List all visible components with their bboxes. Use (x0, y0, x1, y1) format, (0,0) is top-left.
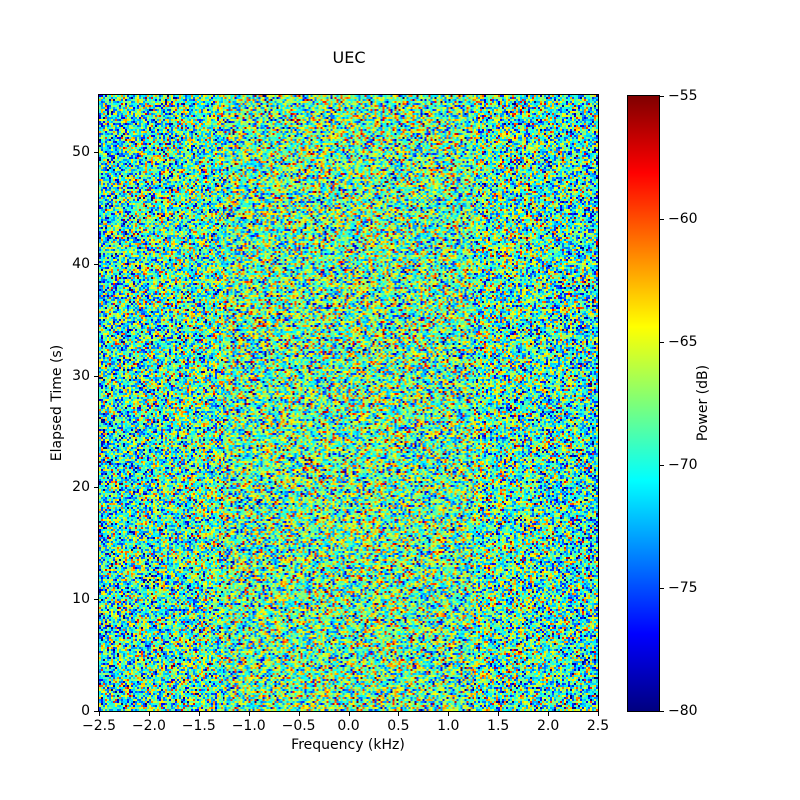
x-tick-label: −0.5 (281, 718, 316, 734)
colorbar-tick-label: −80 (668, 703, 698, 719)
x-tick-label: 1.5 (487, 718, 510, 734)
colorbar-label: Power (dB) (695, 364, 711, 442)
y-tick-label: 20 (72, 479, 90, 496)
colorbar-tick-label: −70 (668, 457, 698, 473)
colorbar-tick-mark (660, 96, 664, 97)
colorbar-tick-mark (660, 342, 664, 343)
x-tick-label: −1.0 (231, 718, 266, 734)
y-tick-mark (94, 487, 98, 489)
colorbar-tick-label: −65 (668, 334, 698, 350)
colorbar-tick-label: −60 (668, 211, 698, 227)
x-tick-mark (148, 712, 150, 716)
plot-area (98, 94, 599, 712)
y-tick-mark (94, 711, 98, 712)
colorbar-tick-label: −75 (668, 580, 698, 596)
x-tick-label: 1.0 (437, 718, 460, 734)
x-tick-label: 2.5 (586, 718, 610, 734)
x-tick-mark (248, 712, 250, 716)
y-tick-mark (94, 375, 98, 377)
x-tick-label: −2.0 (131, 718, 166, 734)
x-tick-label: 2.0 (536, 718, 560, 734)
y-tick-label: 10 (72, 591, 90, 608)
x-tick-label: −2.5 (82, 718, 116, 734)
x-tick-label: 0.5 (387, 718, 410, 734)
colorbar-tick-mark (660, 219, 664, 220)
colorbar (627, 95, 660, 712)
y-tick-mark (94, 599, 98, 601)
y-tick-mark (94, 263, 98, 265)
colorbar-tick-mark (660, 465, 664, 466)
x-tick-mark (348, 712, 350, 716)
x-tick-mark (99, 712, 100, 716)
colorbar-tick-mark (660, 588, 664, 589)
x-tick-label: 0.0 (337, 718, 360, 734)
y-tick-label: 40 (72, 255, 90, 272)
y-axis-label: Elapsed Time (s) (49, 344, 65, 462)
colorbar-tick-label: −55 (668, 88, 698, 104)
y-tick-label: 0 (81, 703, 90, 719)
x-tick-label: −1.5 (181, 718, 216, 734)
x-tick-mark (598, 712, 599, 716)
x-tick-mark (498, 712, 500, 716)
x-tick-mark (548, 712, 550, 716)
y-tick-label: 30 (72, 367, 90, 384)
y-tick-mark (94, 152, 98, 154)
spectrogram-canvas (99, 95, 598, 711)
x-tick-mark (448, 712, 450, 716)
x-tick-mark (198, 712, 200, 716)
x-tick-mark (298, 712, 300, 716)
y-tick-label: 50 (72, 144, 90, 161)
x-axis-label: Frequency (kHz) (291, 737, 405, 753)
chart-title: UEC (332, 48, 366, 67)
x-tick-mark (398, 712, 400, 716)
colorbar-tick-mark (660, 711, 664, 712)
